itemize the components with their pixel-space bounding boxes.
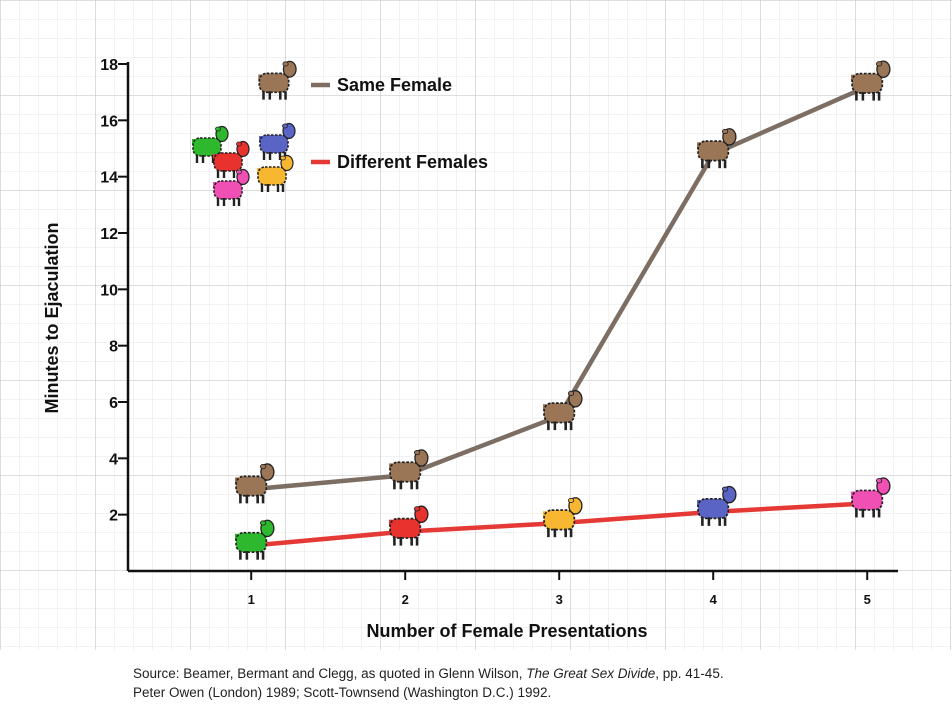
y-tick-label: 12 (100, 226, 118, 243)
source-citation: Source: Beamer, Bermant and Clegg, as qu… (133, 664, 724, 702)
data-point-sheep (235, 519, 275, 560)
sheep-ear (721, 486, 729, 492)
data-point-sheep (543, 390, 583, 431)
legend-marker-different-females (192, 125, 229, 163)
y-tick-label: 16 (100, 113, 118, 130)
sheep-ear (236, 169, 242, 175)
legend-label-different-females: Different Females (337, 152, 488, 172)
y-tick-label: 8 (109, 339, 118, 356)
sheep-ear (280, 155, 286, 161)
sheep-body (543, 509, 576, 531)
sheep-body (235, 475, 268, 497)
sheep-ear (259, 520, 267, 526)
source-book-title: The Great Sex Divide (526, 666, 656, 681)
sheep-ear (259, 464, 267, 470)
sheep-ear (413, 449, 421, 456)
data-point-sheep (235, 463, 275, 504)
sheep-body (697, 498, 730, 520)
legend-label-same-female: Same Female (337, 75, 452, 95)
sheep-ear (721, 128, 729, 135)
sheep-ear (215, 126, 221, 132)
sheep-body (697, 140, 730, 162)
legend-marker-different-females (213, 140, 250, 178)
y-tick-label: 6 (109, 395, 118, 412)
x-tick-label: 4 (710, 592, 718, 607)
sheep-ear (875, 478, 883, 484)
legend-marker-same-female (258, 60, 297, 100)
sheep-body (543, 402, 576, 424)
data-point-sheep (389, 505, 429, 546)
data-point-sheep (543, 497, 583, 538)
data-point-sheep (851, 477, 891, 518)
x-axis-label: Number of Female Presentations (366, 621, 647, 641)
source-text: Source: Beamer, Bermant and Clegg, as qu… (133, 666, 527, 681)
series-markers (235, 60, 891, 560)
source-pages: , pp. 41-45. (655, 666, 724, 681)
sheep-body (851, 72, 884, 94)
y-tick-label: 4 (109, 451, 118, 468)
sheep-body (389, 517, 422, 539)
sheep-ear (567, 497, 575, 504)
legend-marker-different-females (259, 122, 296, 160)
sheep-ear (236, 141, 242, 147)
sheep-body (213, 152, 243, 172)
data-point-sheep (851, 60, 891, 101)
grid-background-major (0, 0, 952, 650)
y-tick-label: 18 (100, 57, 118, 74)
x-tick-label: 1 (248, 592, 255, 607)
x-tick-label: 2 (402, 592, 409, 607)
sheep-body (851, 489, 884, 511)
sheep-ear (875, 61, 883, 67)
x-tick-label: 3 (556, 592, 563, 607)
data-point-sheep (697, 485, 737, 526)
y-axis-label: Minutes to Ejaculation (42, 222, 62, 413)
sheep-ear (282, 123, 288, 129)
source-line-2: Peter Owen (London) 1989; Scott-Townsend… (133, 685, 552, 700)
sheep-ear (413, 506, 421, 512)
sheep-ear (282, 61, 289, 67)
sheep-body (389, 461, 422, 483)
sheep-body (192, 137, 222, 157)
y-tick-label: 2 (109, 508, 118, 525)
legend: Same Female Different Females (192, 60, 488, 206)
y-tick-label: 10 (100, 282, 118, 299)
sheep-body (259, 134, 289, 154)
sheep-ear (567, 390, 575, 396)
sheep-body (258, 72, 290, 94)
data-point-sheep (697, 128, 737, 169)
sheep-body (235, 531, 268, 553)
y-tick-label: 14 (100, 170, 118, 187)
sheep-body (213, 180, 243, 200)
source-line-1: Source: Beamer, Bermant and Clegg, as qu… (133, 664, 724, 683)
x-tick-label: 5 (864, 592, 871, 607)
legend-marker-different-females (257, 154, 294, 192)
data-point-sheep (389, 449, 429, 490)
sheep-body (257, 166, 287, 186)
legend-marker-different-females (213, 168, 250, 206)
